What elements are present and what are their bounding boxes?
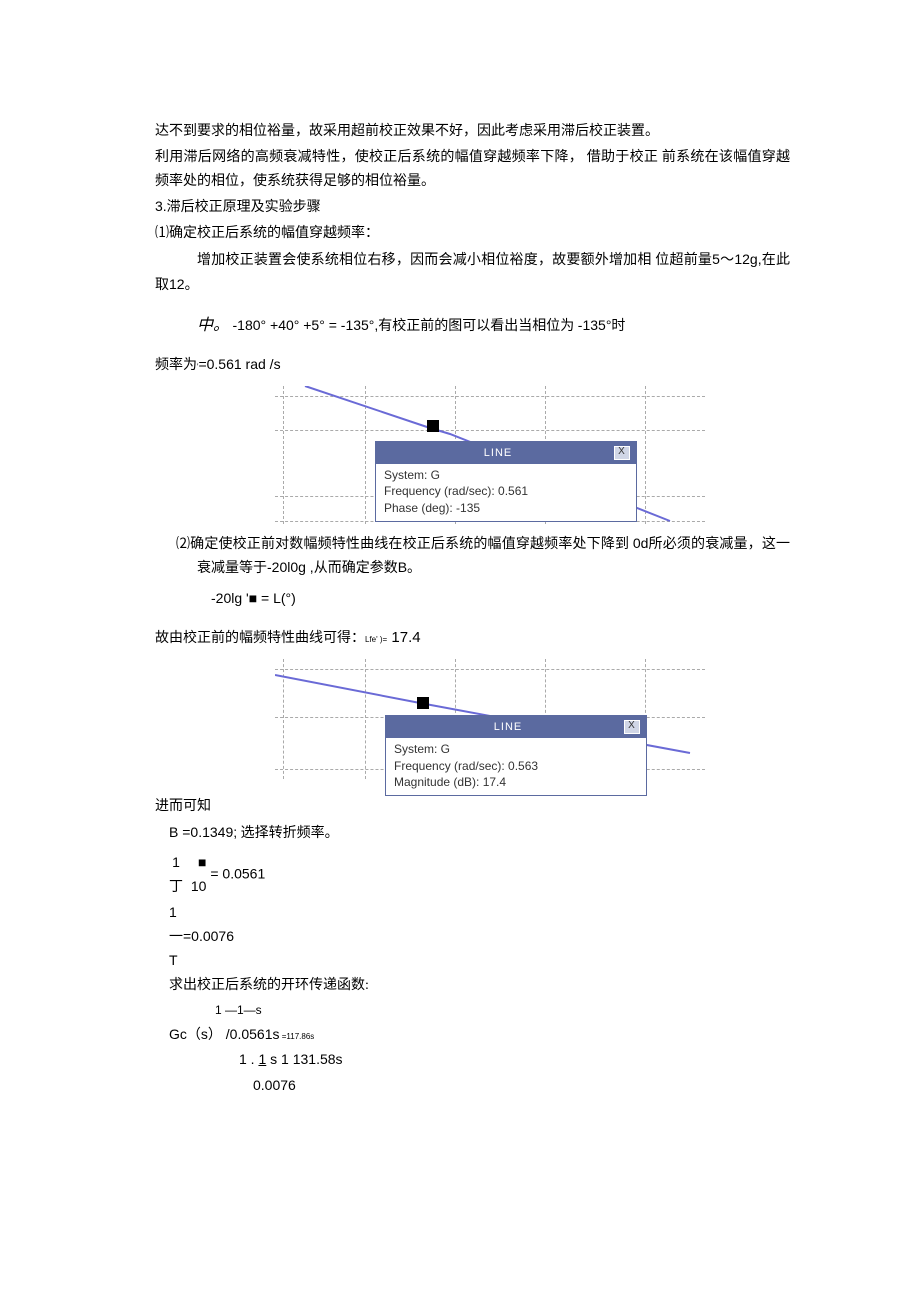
s2-num: 0d [633, 535, 649, 551]
tooltip-2-l2: Frequency (rad/sec): 0.563 [394, 758, 638, 774]
gc-line-3: 0.0076 [253, 1074, 790, 1098]
gc1-sub: =117.86s [280, 1032, 315, 1041]
gc-line-1: Gc（s） /0.0561s =117.86s [169, 1023, 790, 1047]
data-tooltip-2: LINE X System: G Frequency (rad/sec): 0.… [385, 715, 647, 796]
tooltip-1-header: LINE X [376, 442, 636, 465]
s1a-num: 5～12g, [712, 251, 761, 267]
frac1-rhs: 10 [191, 875, 207, 899]
gc-line-top: 1 —1—s [215, 1000, 790, 1020]
s1a-val: 12 [169, 276, 185, 292]
s1a-end: 。 [185, 278, 199, 293]
frac-eq-2: 1 一=0.0076 T [169, 901, 790, 972]
bode-mag-chart: LINE X System: G Frequency (rad/sec): 0.… [275, 659, 705, 779]
tooltip-1-l3: Phase (deg): -135 [384, 500, 628, 516]
tooltip-1-body: System: G Frequency (rad/sec): 0.561 Pha… [376, 464, 636, 521]
para-intro-2: 利用滞后网络的高频衰减特性，使校正后系统的幅值穿越频率下降， 借助于校正 前系统… [155, 146, 790, 194]
para-intro-1: 达不到要求的相位裕量，故采用超前校正效果不好，因此考虑采用滞后校正装置。 [155, 120, 790, 144]
plot-area-2: LINE X System: G Frequency (rad/sec): 0.… [275, 659, 705, 779]
s2-post2: 从而确定参数 [314, 561, 398, 576]
l-pre: 故由校正前的幅频特性曲线可得： [155, 631, 365, 646]
data-marker-2[interactable] [417, 697, 429, 709]
heading-3: 3.滞后校正原理及实验步骤 [155, 195, 790, 220]
step-2: ⑵确定使校正前对数幅频特性曲线在校正后系统的幅值穿越频率处下降到 0d所必须的衰… [176, 532, 790, 582]
frac-eq-1: 1 丁 ■ 10 = 0.0561 [169, 851, 790, 899]
tooltip-2-l1: System: G [394, 741, 638, 757]
openloop-text: 求出校正后系统的开环传递函数: [169, 974, 790, 998]
tooltip-1-l1: System: G [384, 467, 628, 483]
data-tooltip-1: LINE X System: G Frequency (rad/sec): 0.… [375, 441, 637, 522]
heading-3-text: 3.滞后校正原理及实验步骤 [155, 198, 321, 214]
frac2-top: 1 [169, 904, 177, 920]
tooltip-1-title: LINE [382, 444, 614, 463]
gc2-frac-bot: 0.0076 [253, 1077, 296, 1093]
phi-end: 时 [611, 319, 625, 334]
b-val: B =0.1349; [169, 824, 237, 840]
gc2-post: 1 131.58s [277, 1051, 342, 1067]
frac1-box: ■ [191, 851, 207, 875]
eq-20lg: -20lg '■ = L(°) [211, 587, 790, 611]
gc1: Gc（s） /0.0561s [169, 1026, 280, 1042]
l-sym: Lfe' )= [365, 635, 387, 644]
s1a-pre: 增加校正装置会使系统相位右移，因而会减小相位裕度，故要额外增加相 位超前量 [197, 253, 712, 268]
phi-line: 中。 -180° +40° +5° = -135°,有校正前的图可以看出当相位为… [197, 312, 790, 339]
tooltip-2-body: System: G Frequency (rad/sec): 0.563 Mag… [386, 738, 646, 795]
phi-expr: -180° +40° +5° = -135°, [233, 317, 379, 333]
bode-phase-chart: LINE X System: G Frequency (rad/sec): 0.… [275, 386, 705, 524]
s2-B: B [398, 559, 407, 575]
frac1-bot: 丁 [169, 875, 183, 899]
gc2-pre: 1 . [239, 1051, 258, 1067]
l-val: 17.4 [387, 629, 420, 646]
freq-line: 频率为'=0.561 rad /s [155, 353, 790, 378]
s2-end: 。 [407, 561, 421, 576]
s2-pre: ⑵确定使校正前对数幅频特性曲线在校正后系统的幅值穿越频率处下降到 [176, 537, 633, 552]
frac2-bot: T [169, 952, 178, 968]
l-value-line: 故由校正前的幅频特性曲线可得：Lfe' )= 17.4 [155, 625, 790, 651]
tooltip-2-l3: Magnitude (dB): 17.4 [394, 774, 638, 790]
after-text: 进而可知 [155, 795, 790, 819]
gc1-top: 1 —1—s [215, 1003, 262, 1017]
frac1-top: 1 [169, 851, 183, 875]
b-post: 选择转折频率。 [237, 826, 339, 841]
data-marker-1[interactable] [427, 420, 439, 432]
b-line: B =0.1349; 选择转折频率。 [169, 821, 790, 846]
tooltip-2-title: LINE [392, 718, 624, 737]
tooltip-2-header: LINE X [386, 716, 646, 739]
frac2-mid: 一 [169, 928, 183, 944]
tooltip-1-close-icon[interactable]: X [614, 446, 630, 460]
freq-pre: 频率为 [155, 358, 197, 373]
gc-line-2: 1 . 1 s 1 131.58s [239, 1048, 790, 1072]
tooltip-1-l2: Frequency (rad/sec): 0.561 [384, 483, 628, 499]
s2-eqtxt: -20l0g , [267, 559, 314, 575]
gc2-mid: s [266, 1051, 277, 1067]
phi-val: -135° [578, 317, 612, 333]
step-1-title: ⑴确定校正后系统的幅值穿越频率： [155, 222, 790, 246]
phi-mid: 有校正前的图可以看出当相位为 [378, 319, 578, 334]
frac1-eq: = 0.0561 [210, 866, 265, 882]
phi-label: 中。 [197, 317, 229, 334]
plot-area-1: LINE X System: G Frequency (rad/sec): 0.… [275, 386, 705, 524]
frac2-eq: =0.0076 [183, 928, 234, 944]
freq-val: =0.561 rad /s [198, 356, 280, 372]
tooltip-2-close-icon[interactable]: X [624, 720, 640, 734]
step-1-body: 增加校正装置会使系统相位右移，因而会减小相位裕度，故要额外增加相 位超前量5～1… [155, 248, 790, 298]
